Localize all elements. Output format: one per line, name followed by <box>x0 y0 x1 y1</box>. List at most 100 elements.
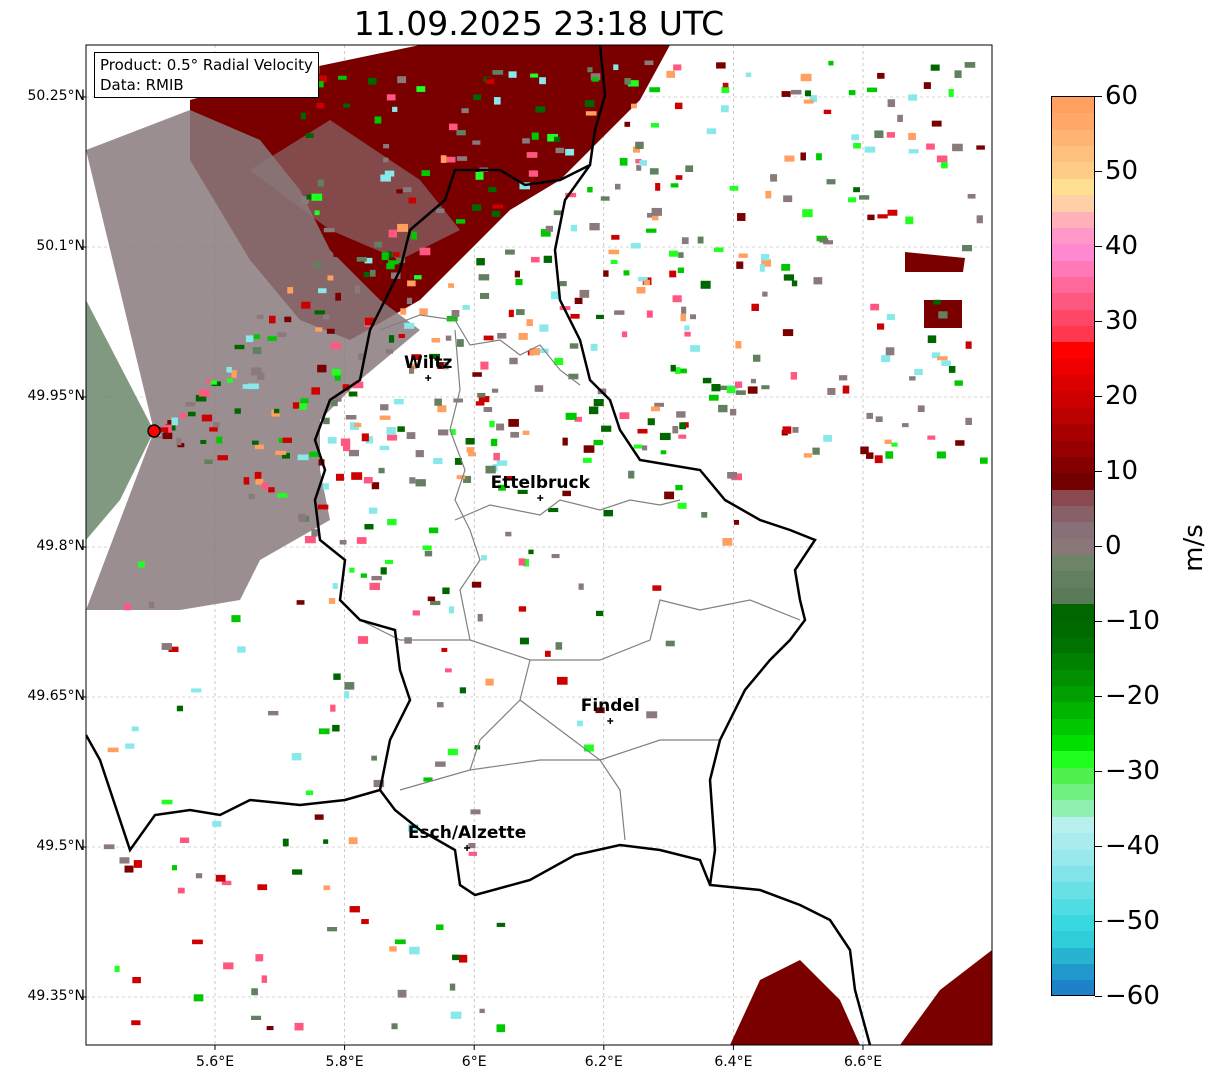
colorbar <box>1051 96 1095 996</box>
colorbar-segment <box>1052 669 1094 686</box>
colorbar-tick-label: 40 <box>1105 231 1139 261</box>
lon-tick-label: 5.6°E <box>195 1054 235 1070</box>
colorbar-segment <box>1052 113 1094 130</box>
city-label: Esch/Alzette <box>408 823 526 843</box>
colorbar-segment <box>1052 767 1094 785</box>
colorbar-segment <box>1052 146 1094 163</box>
colorbar-segment <box>1052 816 1094 834</box>
colorbar-segment <box>1052 391 1094 408</box>
colorbar-segment <box>1052 538 1094 556</box>
colorbar-segment <box>1052 375 1094 392</box>
colorbar-segment <box>1052 424 1094 441</box>
colorbar-tick <box>1095 546 1102 547</box>
country-border-east <box>553 164 817 886</box>
colorbar-segment <box>1052 914 1094 932</box>
colorbar-tick-label: 50 <box>1105 156 1139 186</box>
city-marker: Ettelbruck <box>491 473 591 501</box>
colorbar-segment <box>1052 587 1094 605</box>
city-marker: Wiltz <box>404 353 453 381</box>
lat-tick-label: 49.95°N <box>27 388 85 404</box>
colorbar-tick-label: 0 <box>1105 531 1122 561</box>
colorbar-segment <box>1052 800 1094 817</box>
colorbar-tick <box>1095 846 1102 847</box>
colorbar-tick <box>1095 96 1102 97</box>
colorbar-tick-label: 30 <box>1105 306 1139 336</box>
colorbar-tick-label: −10 <box>1105 606 1160 636</box>
colorbar-segment <box>1052 227 1094 245</box>
colorbar-segment <box>1052 489 1094 506</box>
colorbar-segment <box>1052 326 1094 343</box>
colorbar-segment <box>1052 358 1094 376</box>
lat-tick-label: 50.1°N <box>36 238 85 254</box>
lon-tick-label: 6.6°E <box>843 1054 883 1070</box>
colorbar-segment <box>1052 440 1094 457</box>
colorbar-segment <box>1052 293 1094 310</box>
colorbar-tick-label: −40 <box>1105 831 1160 861</box>
city-marker: Findel <box>581 696 640 724</box>
colorbar-segment <box>1052 865 1094 883</box>
colorbar-segment <box>1052 702 1094 719</box>
radar-echoes <box>86 45 992 1045</box>
colorbar-segment <box>1052 407 1094 425</box>
colorbar-segment <box>1052 276 1094 294</box>
colorbar-tick <box>1095 396 1102 397</box>
colorbar-segment <box>1052 260 1094 277</box>
map-frame <box>85 44 993 1046</box>
colorbar-segment <box>1052 555 1094 572</box>
colorbar-segment <box>1052 718 1094 736</box>
colorbar-tick <box>1095 321 1102 322</box>
colorbar-tick <box>1095 696 1102 697</box>
colorbar-segment <box>1052 522 1094 539</box>
colorbar-segment <box>1052 162 1094 179</box>
city-label: Ettelbruck <box>491 473 591 493</box>
colorbar-tick <box>1095 921 1102 922</box>
colorbar-segment <box>1052 571 1094 588</box>
colorbar-segment <box>1052 685 1094 703</box>
colorbar-tick-label: −30 <box>1105 756 1160 786</box>
data-source-label: Data: RMIB <box>100 76 184 94</box>
colorbar-segment <box>1052 195 1094 212</box>
radar-site-marker <box>147 424 161 438</box>
colorbar-segment <box>1052 505 1094 523</box>
colorbar-segment <box>1052 211 1094 228</box>
crosshair-icon <box>607 718 614 724</box>
colorbar-segment <box>1052 636 1094 654</box>
colorbar-segment <box>1052 620 1094 637</box>
colorbar-segment <box>1052 473 1094 490</box>
colorbar-tick <box>1095 471 1102 472</box>
info-box: Product: 0.5° Radial Velocity Data: RMIB <box>94 52 319 98</box>
city-label: Wiltz <box>404 353 453 373</box>
colorbar-segment <box>1052 735 1094 752</box>
colorbar-tick-label: −60 <box>1105 981 1160 1011</box>
colorbar-segment <box>1052 178 1094 196</box>
colorbar-segment <box>1052 751 1094 768</box>
crosshair-icon <box>425 375 432 381</box>
crosshair-icon <box>464 845 471 851</box>
colorbar-tick-label: −50 <box>1105 906 1160 936</box>
colorbar-tick-label: 20 <box>1105 381 1139 411</box>
country-border-south <box>379 789 872 1045</box>
colorbar-segment <box>1052 964 1094 981</box>
chart-title: 11.09.2025 23:18 UTC <box>353 4 725 43</box>
product-label: Product: 0.5° Radial Velocity <box>100 56 313 74</box>
colorbar-segment <box>1052 653 1094 670</box>
lat-tick-label: 49.8°N <box>36 538 85 554</box>
colorbar-tick <box>1095 171 1102 172</box>
colorbar-segment <box>1052 882 1094 899</box>
lat-tick-label: 49.5°N <box>36 838 85 854</box>
colorbar-tick <box>1095 621 1102 622</box>
colorbar-segment <box>1052 97 1094 114</box>
lon-tick-label: 6.4°E <box>714 1054 753 1070</box>
colorbar-tick-label: 10 <box>1105 456 1139 486</box>
colorbar-segment <box>1052 833 1094 850</box>
colorbar-segment <box>1052 980 1094 995</box>
colorbar-segment <box>1052 898 1094 915</box>
colorbar-tick-label: −20 <box>1105 681 1160 711</box>
colorbar-segment <box>1052 129 1094 147</box>
city-marker: Esch/Alzette <box>408 823 526 851</box>
colorbar-unit: m/s <box>1178 524 1207 572</box>
lon-tick-label: 6°E <box>461 1054 487 1070</box>
lon-tick-label: 6.2°E <box>584 1054 623 1070</box>
colorbar-segment <box>1052 244 1094 261</box>
